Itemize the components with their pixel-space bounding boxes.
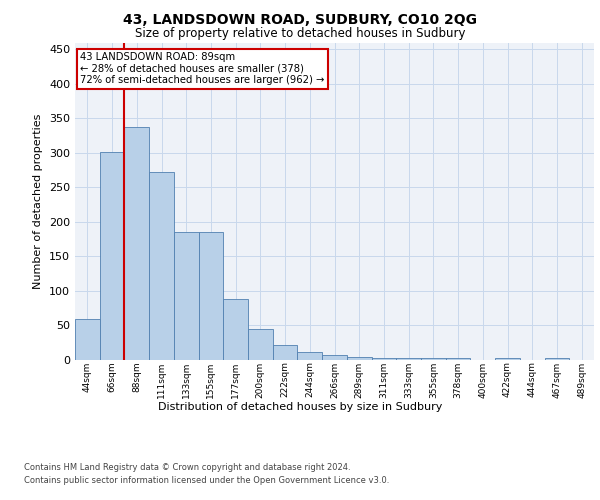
Bar: [124, 126, 149, 360]
Text: Contains public sector information licensed under the Open Government Licence v3: Contains public sector information licen…: [24, 476, 389, 485]
Text: Contains HM Land Registry data © Crown copyright and database right 2024.: Contains HM Land Registry data © Crown c…: [24, 462, 350, 471]
Text: Distribution of detached houses by size in Sudbury: Distribution of detached houses by size …: [158, 402, 442, 412]
Y-axis label: Number of detached properties: Number of detached properties: [34, 114, 43, 289]
Text: 43, LANDSDOWN ROAD, SUDBURY, CO10 2QG: 43, LANDSDOWN ROAD, SUDBURY, CO10 2QG: [123, 12, 477, 26]
Bar: [248, 329, 273, 360]
Bar: [446, 358, 470, 360]
Text: Size of property relative to detached houses in Sudbury: Size of property relative to detached ho…: [135, 28, 465, 40]
Bar: [223, 300, 248, 360]
Bar: [298, 352, 322, 360]
Bar: [347, 356, 371, 360]
Bar: [396, 358, 421, 360]
Bar: [322, 355, 347, 360]
Text: 43 LANDSDOWN ROAD: 89sqm
← 28% of detached houses are smaller (378)
72% of semi-: 43 LANDSDOWN ROAD: 89sqm ← 28% of detach…: [80, 52, 325, 85]
Bar: [273, 345, 298, 360]
Bar: [100, 152, 124, 360]
Bar: [421, 358, 446, 360]
Bar: [495, 358, 520, 360]
Bar: [199, 232, 223, 360]
Bar: [545, 358, 569, 360]
Bar: [371, 358, 396, 360]
Bar: [149, 172, 174, 360]
Bar: [75, 318, 100, 360]
Bar: [174, 232, 199, 360]
